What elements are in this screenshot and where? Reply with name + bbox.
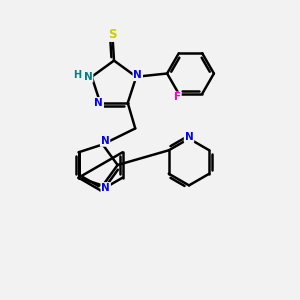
Text: N: N — [101, 183, 110, 193]
Text: F: F — [174, 92, 181, 102]
Text: N: N — [134, 70, 142, 80]
Text: H: H — [73, 70, 81, 80]
Text: S: S — [108, 28, 117, 41]
Text: N: N — [184, 132, 194, 142]
Text: N: N — [101, 136, 110, 146]
Text: N: N — [84, 72, 92, 82]
Text: N: N — [94, 98, 103, 108]
